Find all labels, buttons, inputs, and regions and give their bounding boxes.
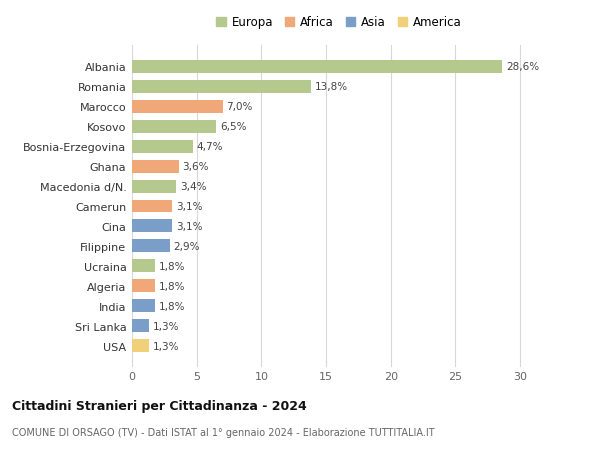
Text: 2,9%: 2,9% <box>173 241 200 252</box>
Text: 3,4%: 3,4% <box>180 182 206 191</box>
Text: 1,8%: 1,8% <box>159 261 185 271</box>
Text: 1,8%: 1,8% <box>159 301 185 311</box>
Text: 1,8%: 1,8% <box>159 281 185 291</box>
Text: 7,0%: 7,0% <box>226 102 253 112</box>
Bar <box>132 80 311 93</box>
Bar <box>132 280 155 293</box>
Text: 3,1%: 3,1% <box>176 202 202 212</box>
Bar <box>132 101 223 113</box>
Bar <box>132 180 176 193</box>
Text: COMUNE DI ORSAGO (TV) - Dati ISTAT al 1° gennaio 2024 - Elaborazione TUTTITALIA.: COMUNE DI ORSAGO (TV) - Dati ISTAT al 1°… <box>12 427 434 437</box>
Bar <box>132 340 149 353</box>
Bar <box>132 140 193 153</box>
Text: 1,3%: 1,3% <box>152 341 179 351</box>
Bar <box>132 320 149 333</box>
Text: 3,6%: 3,6% <box>182 162 209 172</box>
Legend: Europa, Africa, Asia, America: Europa, Africa, Asia, America <box>216 17 462 29</box>
Text: 13,8%: 13,8% <box>314 82 347 92</box>
Text: 1,3%: 1,3% <box>152 321 179 331</box>
Text: 28,6%: 28,6% <box>506 62 539 72</box>
Text: Cittadini Stranieri per Cittadinanza - 2024: Cittadini Stranieri per Cittadinanza - 2… <box>12 399 307 412</box>
Text: 4,7%: 4,7% <box>197 142 223 152</box>
Text: 6,5%: 6,5% <box>220 122 247 132</box>
Bar <box>132 220 172 233</box>
Bar <box>132 300 155 313</box>
Bar <box>132 120 216 133</box>
Text: 3,1%: 3,1% <box>176 222 202 231</box>
Bar <box>132 61 502 73</box>
Bar <box>132 240 170 253</box>
Bar <box>132 260 155 273</box>
Bar <box>132 200 172 213</box>
Bar <box>132 160 179 173</box>
